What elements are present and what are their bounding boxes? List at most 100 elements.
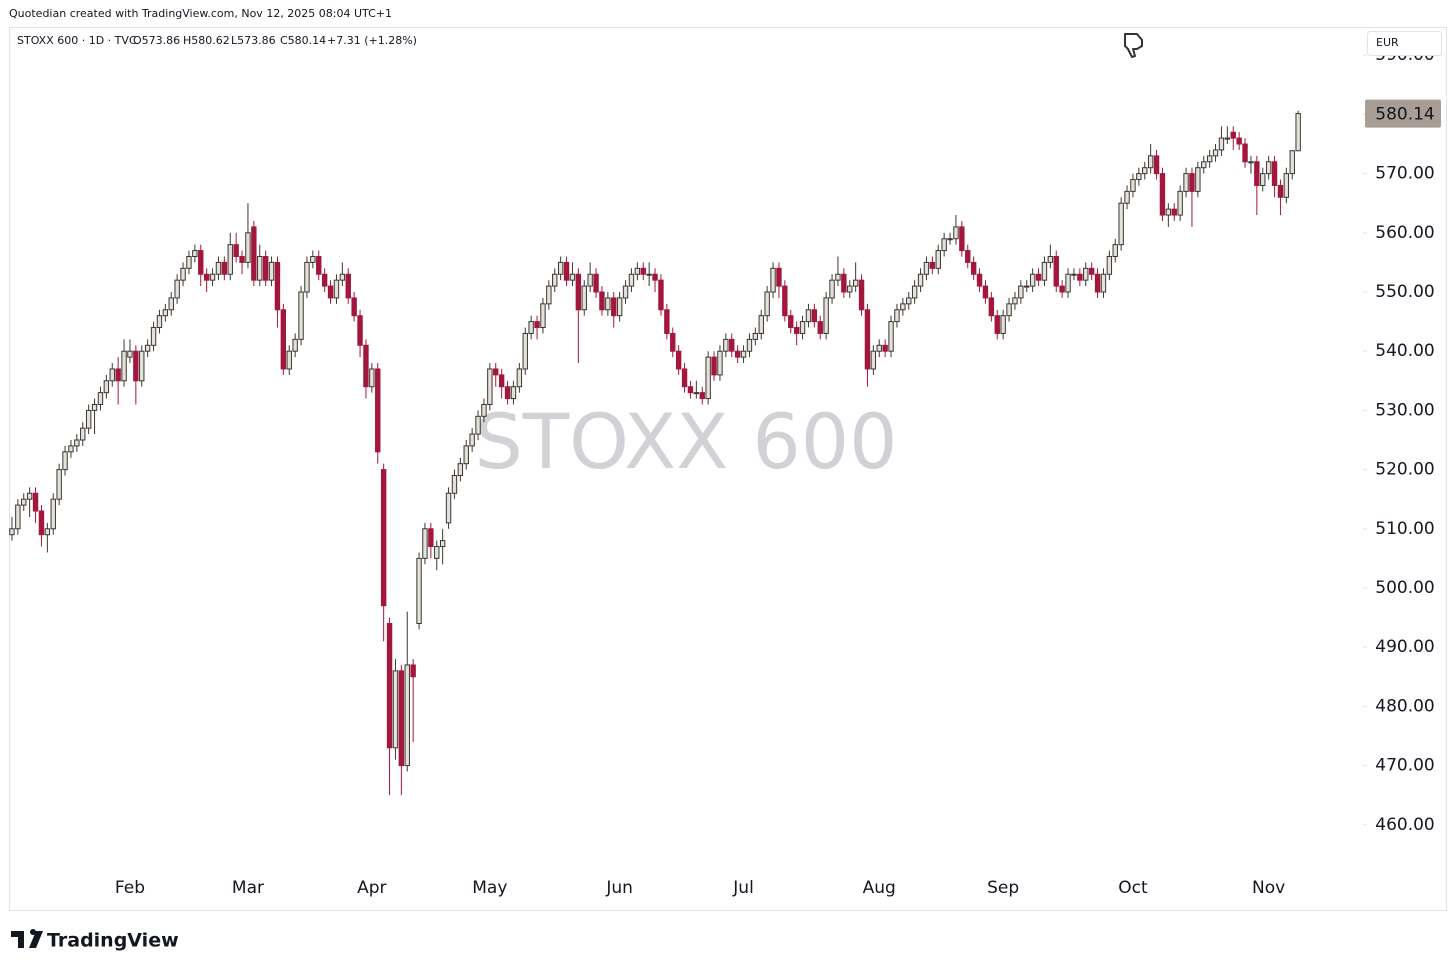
candle-body — [481, 403, 487, 417]
candle-body — [858, 279, 865, 311]
candle-body — [835, 273, 841, 281]
candle-body — [310, 255, 316, 263]
candle-body — [817, 321, 823, 334]
candle-body — [528, 321, 534, 334]
candle-body — [1041, 261, 1048, 281]
currency[interactable]: EUR — [1376, 36, 1399, 49]
candle-body — [894, 309, 900, 323]
candle-body — [1124, 190, 1130, 204]
candle-body — [493, 368, 499, 376]
candle-body — [1171, 208, 1177, 216]
symbol: STOXX 600 · 1D · TVC — [17, 34, 137, 47]
candle-body — [1088, 267, 1095, 275]
candle-body — [168, 297, 174, 311]
candle-body — [1024, 285, 1030, 288]
candle-body — [935, 250, 941, 269]
header: Quotedian created with TradingView.com, … — [9, 7, 392, 20]
candle-body — [581, 285, 587, 311]
candle-body — [705, 356, 711, 400]
x-tick-label: Feb — [115, 878, 145, 898]
candle-body — [186, 255, 192, 269]
y-tick-label: 550.00 — [1375, 282, 1434, 302]
candle-body — [575, 273, 582, 311]
y-tick-label: 540.00 — [1375, 341, 1434, 361]
candle-body — [56, 469, 62, 500]
candle-body — [192, 250, 198, 257]
candle-body — [380, 469, 387, 607]
candle-body — [510, 386, 517, 400]
candle-body — [227, 244, 233, 275]
candle-body — [1242, 143, 1248, 163]
candle-body — [1236, 137, 1242, 145]
candle-body — [150, 327, 157, 346]
candle-body — [180, 267, 186, 281]
y-tick-label: 460.00 — [1375, 815, 1434, 835]
candle-body — [699, 392, 705, 400]
candle-body — [770, 267, 776, 293]
candle-body — [793, 327, 800, 334]
candle-body — [392, 670, 399, 749]
candle-body — [1183, 173, 1189, 192]
x-tick-label: Nov — [1252, 878, 1285, 898]
candle-body — [1177, 190, 1183, 216]
candle-body — [687, 386, 694, 394]
candle-body — [534, 321, 540, 329]
candle-body — [847, 285, 853, 293]
candle-body — [369, 368, 375, 388]
candle-body — [1265, 161, 1272, 175]
candle-body — [251, 226, 257, 281]
candle-body — [799, 321, 806, 334]
candle-body — [156, 315, 163, 329]
candle-body — [670, 332, 676, 352]
candle-body — [357, 315, 363, 346]
ohlc-open: O573.86 — [133, 34, 180, 47]
candle-body — [487, 368, 493, 405]
currency-box[interactable] — [1367, 31, 1442, 56]
candle-body — [923, 261, 930, 275]
cursor-shape — [1124, 33, 1143, 58]
candle-body — [1071, 273, 1077, 276]
candle-body — [758, 315, 764, 334]
watermark: STOXX 600 — [475, 397, 898, 486]
x-tick-label: Oct — [1118, 878, 1148, 898]
candle-body — [900, 303, 906, 311]
candle-body — [498, 374, 505, 388]
brand-logo — [11, 929, 43, 948]
plot: 460.00 470.00 480.00 490.00 500.00 510.00 520.… — [9, 45, 1441, 898]
candle-body — [121, 350, 127, 382]
candle-body — [587, 273, 593, 287]
candle-body — [1000, 315, 1006, 334]
candle-body — [292, 338, 298, 352]
candle-body — [664, 309, 670, 334]
candle-body — [398, 670, 405, 767]
candle-body — [970, 261, 977, 275]
candle-body — [74, 439, 80, 447]
candle-body — [782, 285, 788, 317]
candle-body — [557, 261, 564, 275]
candle-body — [941, 238, 947, 252]
candle-body — [1189, 173, 1195, 192]
candle-body — [475, 415, 481, 435]
candle-body — [174, 279, 180, 299]
candle-body — [658, 279, 664, 311]
candle-body — [280, 309, 287, 370]
candle-body — [1130, 179, 1136, 192]
last-price-tag — [1365, 99, 1441, 128]
candle-body — [1112, 244, 1118, 257]
candle-body — [144, 344, 151, 352]
candle-body — [611, 297, 617, 317]
candle-body — [622, 285, 629, 299]
candle-body — [233, 244, 239, 257]
candle-body — [976, 273, 983, 287]
candle-body — [1012, 297, 1018, 305]
candle-body — [888, 321, 894, 352]
candle-body — [723, 338, 729, 352]
candle-body — [947, 238, 953, 241]
candle-body — [439, 540, 446, 548]
candle-body — [50, 498, 56, 530]
candle-body — [752, 332, 759, 340]
candle-body — [522, 332, 528, 370]
candle-body — [646, 273, 652, 276]
